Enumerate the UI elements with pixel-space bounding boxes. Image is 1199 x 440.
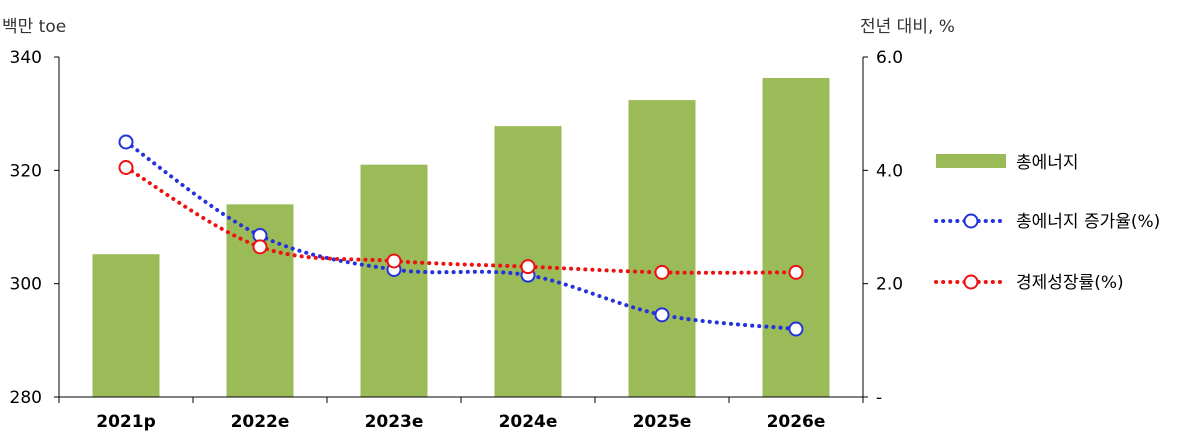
legend-label-line: 경제성장률(%)	[1016, 273, 1124, 293]
x-tick-label: 2022e	[231, 412, 290, 432]
right-tick-label: 2.0	[876, 275, 903, 295]
left-tick-label: 340	[10, 48, 42, 68]
legend-swatch-marker	[963, 274, 979, 290]
marker-2021p	[118, 160, 134, 175]
x-tick-label: 2023e	[365, 412, 424, 432]
right-tick-label: 6.0	[876, 48, 903, 68]
marker-2022e	[252, 239, 268, 255]
legend-label-line: 총에너지 증가율(%)	[1016, 212, 1160, 232]
right-axis-unit: 전년 대비, %	[860, 17, 955, 37]
axes	[54, 56, 868, 403]
axis-labels: 280 - 300 2.0 320 4.0 340 6.0 2021p 2022e 2023e 202…	[10, 48, 904, 432]
marker-2026e	[788, 321, 804, 337]
right-tick-label: -	[876, 388, 882, 408]
marker-2025e	[654, 264, 670, 280]
marker-2021p	[118, 134, 134, 150]
marker-2024e	[520, 259, 536, 275]
bar-series	[92, 77, 830, 398]
left-tick-label: 280	[10, 388, 42, 408]
marker-2025e	[654, 307, 670, 323]
right-tick-label: 4.0	[876, 161, 903, 181]
line-series	[118, 134, 804, 337]
bar-2021p	[92, 254, 160, 397]
marker-2026e	[788, 264, 804, 280]
x-tick-label: 2025e	[633, 412, 692, 432]
legend-swatch-marker	[963, 213, 979, 229]
x-tick-label: 2024e	[499, 412, 558, 432]
x-tick-label: 2026e	[767, 412, 826, 432]
legend-label-bar: 총에너지	[1016, 153, 1079, 173]
bar-2026e	[762, 77, 830, 397]
line-gdp-growth	[124, 165, 798, 275]
legend-swatch-bar	[936, 154, 1006, 168]
left-axis-unit: 백만 toe	[2, 17, 66, 37]
left-tick-label: 300	[10, 275, 42, 295]
marker-2023e	[386, 253, 402, 269]
x-tick-label: 2021p	[96, 412, 155, 432]
left-tick-label: 320	[10, 161, 42, 181]
line-energy-growth	[124, 140, 798, 331]
bar-2025e	[628, 100, 696, 398]
bar-2023e	[360, 164, 428, 397]
